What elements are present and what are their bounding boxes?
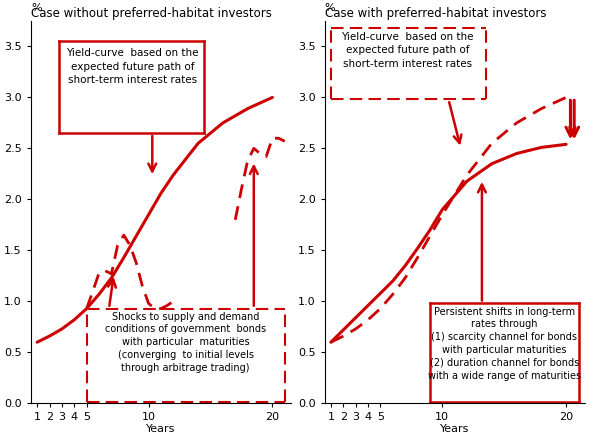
Text: Yield-curve  based on the
expected future path of
short-term interest rates: Yield-curve based on the expected future…	[341, 32, 474, 68]
Text: %: %	[325, 3, 335, 13]
Text: Case with preferred-habitat investors: Case with preferred-habitat investors	[325, 7, 546, 20]
Text: %: %	[31, 3, 41, 13]
X-axis label: Years: Years	[440, 424, 469, 434]
X-axis label: Years: Years	[146, 424, 176, 434]
Text: Yield-curve  based on the
expected future path of
short-term interest rates: Yield-curve based on the expected future…	[66, 49, 199, 85]
Text: Case without preferred-habitat investors: Case without preferred-habitat investors	[31, 7, 272, 20]
Text: Shocks to supply and demand
conditions of government  bonds
with particular  mat: Shocks to supply and demand conditions o…	[105, 311, 266, 373]
Text: Persistent shifts in long-term
rates through
(1) scarcity channel for bonds
with: Persistent shifts in long-term rates thr…	[428, 307, 581, 381]
